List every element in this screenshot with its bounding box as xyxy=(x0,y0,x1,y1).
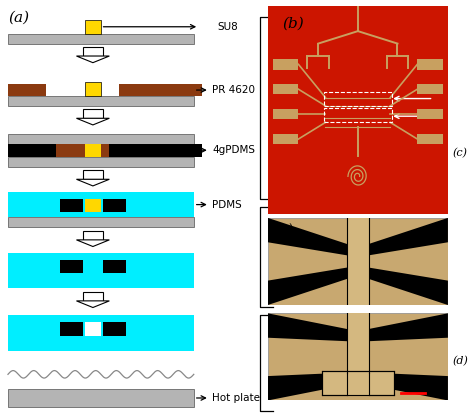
Bar xyxy=(347,313,369,373)
Bar xyxy=(119,84,202,96)
Bar xyxy=(273,134,299,144)
Polygon shape xyxy=(369,268,448,305)
Bar xyxy=(60,260,82,273)
Bar xyxy=(83,231,103,240)
Bar xyxy=(273,59,299,70)
Polygon shape xyxy=(268,218,347,255)
Polygon shape xyxy=(369,218,448,255)
Bar xyxy=(324,108,392,122)
Bar xyxy=(103,260,126,273)
Bar xyxy=(347,218,369,305)
Polygon shape xyxy=(369,373,448,400)
Text: PR 4620: PR 4620 xyxy=(212,85,255,95)
Polygon shape xyxy=(76,179,109,186)
Text: 4gPDMS: 4gPDMS xyxy=(212,145,255,155)
Bar xyxy=(103,199,126,212)
Bar xyxy=(8,389,194,407)
Bar xyxy=(83,47,103,56)
Text: Hot plate: Hot plate xyxy=(212,393,260,403)
Polygon shape xyxy=(268,373,347,400)
Bar xyxy=(8,192,194,217)
Bar xyxy=(103,322,126,336)
Text: PDMS: PDMS xyxy=(212,200,242,210)
Bar xyxy=(8,134,194,144)
Polygon shape xyxy=(76,240,109,247)
Bar xyxy=(8,34,194,44)
Bar xyxy=(83,109,103,118)
Bar xyxy=(85,322,100,336)
Bar xyxy=(8,341,194,351)
Bar xyxy=(85,144,100,157)
Bar xyxy=(417,109,443,120)
Bar xyxy=(85,199,100,212)
Bar xyxy=(8,84,46,96)
Bar xyxy=(273,109,299,120)
Polygon shape xyxy=(369,313,448,341)
Bar xyxy=(60,322,82,336)
Bar xyxy=(417,134,443,144)
Bar xyxy=(85,82,100,96)
Bar xyxy=(8,315,194,341)
Bar xyxy=(8,278,194,288)
Polygon shape xyxy=(76,118,109,125)
Bar xyxy=(417,84,443,95)
Text: (a): (a) xyxy=(8,10,29,24)
Polygon shape xyxy=(268,313,347,341)
Text: (b): (b) xyxy=(282,17,304,31)
Text: (c): (c) xyxy=(277,224,293,237)
Text: (d): (d) xyxy=(277,320,294,332)
Bar xyxy=(417,59,443,70)
Polygon shape xyxy=(76,301,109,308)
Bar xyxy=(273,84,299,95)
Text: (d): (d) xyxy=(452,356,468,366)
Polygon shape xyxy=(268,268,347,305)
Bar xyxy=(8,144,194,157)
Bar xyxy=(60,199,82,212)
Bar xyxy=(324,92,392,106)
Bar xyxy=(8,253,194,278)
Polygon shape xyxy=(76,56,109,63)
Bar xyxy=(8,157,194,167)
Bar xyxy=(322,371,394,395)
Bar xyxy=(83,170,103,179)
Text: SU8: SU8 xyxy=(218,22,238,32)
Bar xyxy=(8,96,194,106)
Bar xyxy=(8,217,194,227)
Text: (c): (c) xyxy=(452,149,467,159)
Bar xyxy=(83,292,103,301)
Bar xyxy=(85,20,100,34)
Bar xyxy=(8,144,56,157)
Bar xyxy=(109,144,202,157)
